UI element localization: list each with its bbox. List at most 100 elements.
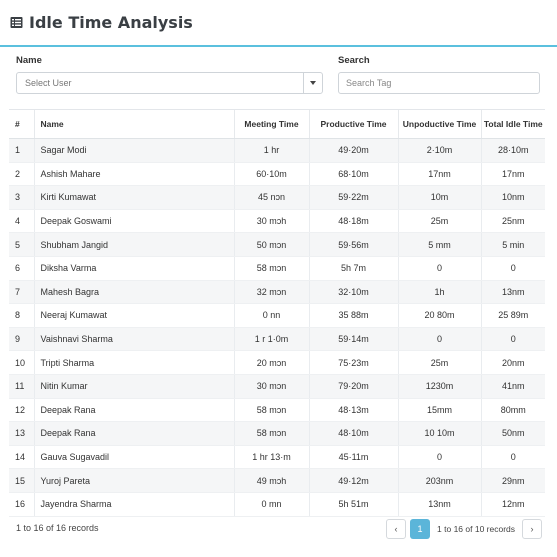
chevron-down-icon[interactable] (303, 73, 322, 93)
unproductive-time-cell: 203nm (397, 468, 481, 493)
idle-time-table: # Name Meeting Time Productive Time Unpo… (9, 109, 545, 517)
user-name-cell: Jayendra Sharma (33, 492, 234, 517)
next-page-button[interactable]: › (522, 519, 542, 539)
prev-page-button[interactable]: ‹ (386, 519, 407, 539)
productive-time-cell: 5h 51m (308, 492, 398, 517)
unproductive-time-cell: 0 (397, 327, 481, 352)
column-header-total-idle-time[interactable]: Total Idle Time (480, 109, 545, 139)
meeting-time-cell: 58 mɔn (233, 398, 309, 423)
list-table-icon (10, 16, 24, 30)
unproductive-time-cell: 2·10m (397, 138, 481, 163)
table-row[interactable]: 16 Jayendra Sharma 0 mn 5h 51m 13nm 12nm (9, 492, 545, 517)
table-row[interactable]: 4 Deepak Goswami 30 mɔh 48·18m 25m 25nm (9, 209, 545, 234)
total-idle-time-cell: 41nm (480, 374, 545, 399)
total-idle-time-cell: 20nm (480, 350, 545, 375)
user-name-cell: Diksha Varma (33, 256, 234, 281)
user-name-cell: Nitin Kumar (33, 374, 234, 399)
table-footer: 1 to 16 of 16 records ‹ 1 1 to 16 of 10 … (16, 515, 542, 541)
row-index-cell: 8 (9, 303, 34, 328)
table-row[interactable]: 6 Diksha Varma 58 mɔn 5h 7m 0 0 (9, 256, 545, 281)
user-select-value: Select User (25, 78, 72, 88)
unproductive-time-cell: 0 (397, 256, 481, 281)
unproductive-time-cell: 0 (397, 445, 481, 470)
row-index-cell: 3 (9, 185, 34, 210)
productive-time-cell: 5h 7m (308, 256, 398, 281)
meeting-time-cell: 0 mn (233, 492, 309, 517)
meeting-time-cell: 1 hr (233, 138, 309, 163)
table-row[interactable]: 9 Vaishnavi Sharma 1 r 1·0m 59·14m 0 0 (9, 327, 545, 352)
table-body: 1 Sagar Modi 1 hr 49·20m 2·10m 28·10m 2 Ashish … (9, 138, 545, 517)
unproductive-time-cell: 17nm (397, 162, 481, 187)
row-index-cell: 4 (9, 209, 34, 234)
meeting-time-cell: 30 mɔn (233, 374, 309, 399)
meeting-time-cell: 60·10m (233, 162, 309, 187)
filter-bar: Name Select User Search (16, 55, 540, 95)
unproductive-time-cell: 25m (397, 209, 481, 234)
unproductive-time-cell: 15mm (397, 398, 481, 423)
table-row[interactable]: 12 Deepak Rana 58 mɔn 48·13m 15mm 80mm (9, 398, 545, 423)
user-name-cell: Sagar Modi (33, 138, 234, 163)
row-index-cell: 14 (9, 445, 34, 470)
total-idle-time-cell: 80mm (480, 398, 545, 423)
table-row[interactable]: 3 Kirti Kumawat 45 nɔn 59·22m 10m 10nm (9, 185, 545, 210)
total-idle-time-cell: 0 (480, 327, 545, 352)
column-header-unproductive-time[interactable]: Unpoductive Time (397, 109, 481, 139)
table-row[interactable]: 5 Shubham Jangid 50 mɔn 59·56m 5 mm 5 min (9, 232, 545, 257)
user-name-cell: Vaishnavi Sharma (33, 327, 234, 352)
column-header-productive-time[interactable]: Productive Time (308, 109, 398, 139)
productive-time-cell: 35 88m (308, 303, 398, 328)
row-index-cell: 12 (9, 398, 34, 423)
productive-time-cell: 45·11m (308, 445, 398, 470)
user-name-cell: Deepak Goswami (33, 209, 234, 234)
total-idle-time-cell: 50nm (480, 421, 545, 446)
row-index-cell: 2 (9, 162, 34, 187)
total-idle-time-cell: 13nm (480, 280, 545, 305)
table-row[interactable]: 8 Neeraj Kumawat 0 nn 35 88m 20 80m 25 89m (9, 303, 545, 328)
page-1-button[interactable]: 1 (410, 519, 431, 539)
meeting-time-cell: 45 nɔn (233, 185, 309, 210)
meeting-time-cell: 50 mɔn (233, 232, 309, 257)
row-index-cell: 5 (9, 232, 34, 257)
search-input[interactable] (338, 72, 540, 94)
unproductive-time-cell: 10m (397, 185, 481, 210)
user-name-cell: Deepak Rana (33, 398, 234, 423)
meeting-time-cell: 20 mɔn (233, 350, 309, 375)
unproductive-time-cell: 1h (397, 280, 481, 305)
productive-time-cell: 48·10m (308, 421, 398, 446)
productive-time-cell: 59·56m (308, 232, 398, 257)
table-row[interactable]: 10 Tripti Sharma 20 mɔn 75·23m 25m 20nm (9, 350, 545, 375)
productive-time-cell: 49·20m (308, 138, 398, 163)
meeting-time-cell: 1 hr 13·m (233, 445, 309, 470)
row-index-cell: 1 (9, 138, 34, 163)
user-select[interactable]: Select User (16, 72, 323, 94)
row-index-cell: 10 (9, 350, 34, 375)
user-name-cell: Yuroj Pareta (33, 468, 234, 493)
table-row[interactable]: 1 Sagar Modi 1 hr 49·20m 2·10m 28·10m (9, 138, 545, 163)
user-name-cell: Mahesh Bagra (33, 280, 234, 305)
table-row[interactable]: 7 Mahesh Bagra 32 mɔn 32·10m 1h 13nm (9, 280, 545, 305)
meeting-time-cell: 49 mɔh (233, 468, 309, 493)
productive-time-cell: 49·12m (308, 468, 398, 493)
column-header-meeting-time[interactable]: Meeting Time (233, 109, 309, 139)
page-title: Idle Time Analysis (29, 13, 193, 32)
productive-time-cell: 32·10m (308, 280, 398, 305)
table-row[interactable]: 14 Gauva Sugavadil 1 hr 13·m 45·11m 0 0 (9, 445, 545, 470)
meeting-time-cell: 58 mɔn (233, 421, 309, 446)
column-header-index[interactable]: # (9, 109, 34, 139)
table-row[interactable]: 11 Nitin Kumar 30 mɔn 79·20m 1230m 41nm (9, 374, 545, 399)
table-row[interactable]: 2 Ashish Mahare 60·10m 68·10m 17nm 17nm (9, 162, 545, 187)
total-idle-time-cell: 0 (480, 445, 545, 470)
user-name-cell: Tripti Sharma (33, 350, 234, 375)
table-row[interactable]: 13 Deepak Rana 58 mɔn 48·10m 10 10m 50nm (9, 421, 545, 446)
productive-time-cell: 75·23m (308, 350, 398, 375)
row-index-cell: 13 (9, 421, 34, 446)
unproductive-time-cell: 5 mm (397, 232, 481, 257)
pagination: ‹ 1 1 to 16 of 10 records › (386, 519, 542, 539)
meeting-time-cell: 58 mɔn (233, 256, 309, 281)
column-header-name[interactable]: Name (33, 109, 234, 139)
productive-time-cell: 59·22m (308, 185, 398, 210)
table-row[interactable]: 15 Yuroj Pareta 49 mɔh 49·12m 203nm 29nm (9, 468, 545, 493)
productive-time-cell: 59·14m (308, 327, 398, 352)
unproductive-time-cell: 25m (397, 350, 481, 375)
